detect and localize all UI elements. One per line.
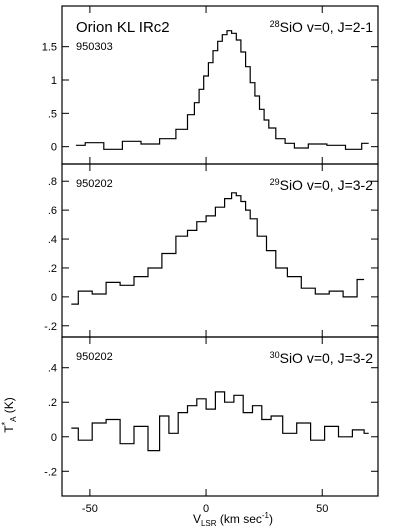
transition-label: SiO v=0, J=3-2	[280, 177, 374, 193]
line-label: 29SiO v=0, J=3-2	[270, 177, 374, 193]
y-tick-label: 1	[51, 75, 57, 87]
spectrum-panel-1: 0 .5 1 1.5 Orion KL IRc2 950303 28SiO v=0, J=2…	[42, 5, 379, 165]
x-axis-label-units: (km sec	[217, 512, 262, 526]
isotope-number: 29	[270, 177, 280, 187]
x-axis-label-exp: -1	[262, 511, 270, 520]
y-tick-label: .6	[48, 205, 57, 217]
transition-label: SiO v=0, J=2-1	[280, 19, 374, 35]
observation-date: 950202	[76, 351, 113, 363]
spectrum-panel-3: -.2 0 .2 .4 -50 0 50 950202 30SiO v=0, J=3-2	[44, 336, 379, 515]
line-label: 28SiO v=0, J=2-1	[270, 19, 374, 35]
x-axis-label: VLSR (km sec-1)	[193, 511, 273, 528]
spectrum-panel-2: -.2 0 .2 .4 .6 .8 950202 29SiO v=0, J=3-2	[44, 163, 379, 338]
y-tick-label: .2	[48, 263, 57, 275]
y-axis-label-units: (K)	[2, 397, 16, 416]
isotope-number: 30	[270, 350, 280, 360]
spectrum-trace	[71, 391, 369, 452]
x-axis-label-sub: LSR	[201, 519, 217, 528]
y-tick-label: .8	[48, 176, 57, 188]
y-axis-label: T*A (K)	[0, 397, 18, 433]
x-tick-label: 0	[203, 503, 209, 515]
y-tick-label: .5	[48, 108, 57, 120]
observation-date: 950303	[76, 41, 113, 53]
spectra-panels: 0 .5 1 1.5 Orion KL IRc2 950303 28SiO v=0, J=2…	[42, 5, 379, 515]
isotope-number: 28	[270, 19, 280, 29]
y-axis-label-sup: *	[0, 421, 10, 425]
y-tick-label: 0	[51, 432, 57, 444]
panel-frame	[61, 336, 379, 497]
source-name: Orion KL IRc2	[76, 19, 170, 36]
y-tick-label: -.2	[44, 321, 57, 333]
y-tick-label: .4	[48, 363, 57, 375]
x-tick-label: 50	[316, 503, 328, 515]
x-tick-label: -50	[82, 503, 98, 515]
spectrum-trace	[71, 192, 365, 305]
transition-label: SiO v=0, J=3-2	[280, 350, 374, 366]
y-tick-label: .2	[48, 397, 57, 409]
y-axis-label-main: T	[2, 425, 16, 433]
x-axis-label-main: V	[193, 512, 201, 526]
observation-date: 950202	[76, 178, 113, 190]
x-axis-label-close: )	[269, 512, 273, 526]
y-tick-label: .4	[48, 234, 57, 246]
y-tick-label: 0	[51, 142, 57, 154]
y-axis-label-sub: A	[9, 416, 18, 422]
line-label: 30SiO v=0, J=3-2	[270, 350, 374, 366]
y-tick-label: 0	[51, 292, 57, 304]
y-tick-label: 1.5	[42, 42, 57, 54]
y-tick-label: -.2	[44, 466, 57, 478]
spectrum-trace	[75, 30, 369, 150]
